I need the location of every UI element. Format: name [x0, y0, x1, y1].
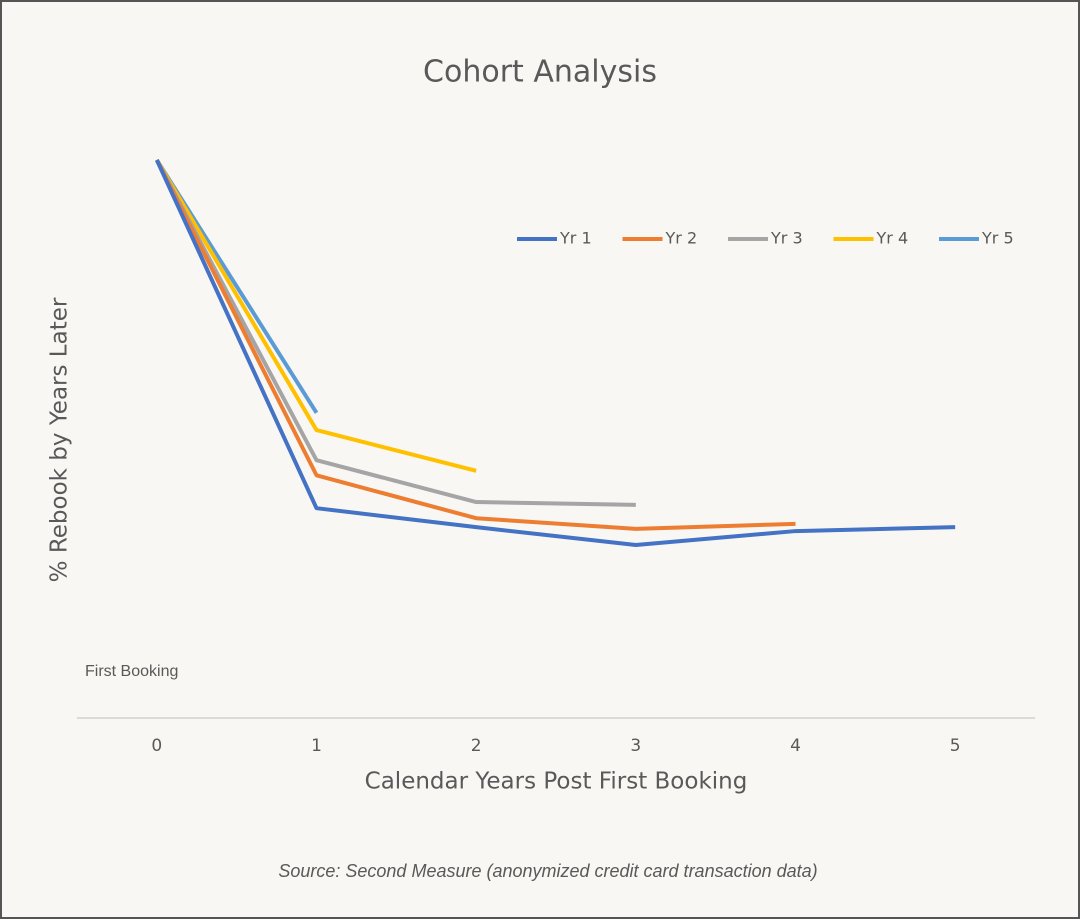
y-axis-label: % Rebook by Years Later [47, 297, 73, 582]
series-line [155, 159, 636, 507]
legend-label: Yr 1 [559, 229, 592, 248]
x-tick-label: 3 [630, 736, 641, 756]
legend-label: Yr 5 [981, 229, 1014, 248]
legend-label: Yr 2 [665, 229, 698, 248]
series-line [155, 159, 956, 548]
x-tick-label: 4 [790, 736, 801, 756]
x-tick-label: 2 [471, 736, 482, 756]
chart-title: Cohort Analysis [423, 55, 657, 90]
series-line [155, 158, 477, 473]
annotation: First Booking [85, 663, 178, 680]
x-tick-label: 0 [151, 736, 162, 756]
x-tick-label: 1 [311, 736, 322, 756]
series-line [155, 159, 796, 531]
legend-label: Yr 3 [770, 229, 803, 248]
legend-label: Yr 4 [876, 229, 909, 248]
x-axis-label: Calendar Years Post First Booking [365, 769, 748, 795]
x-tick-label: 5 [950, 736, 961, 756]
source: Source: Second Measure (anonymized credi… [278, 861, 817, 881]
